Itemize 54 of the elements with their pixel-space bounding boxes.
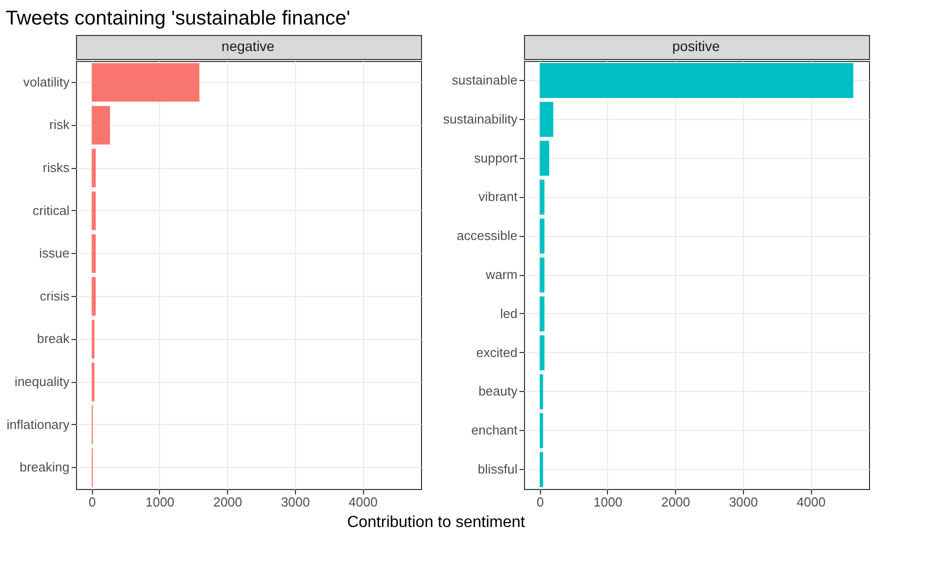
- bar: [540, 413, 544, 448]
- bar: [92, 277, 96, 316]
- y-tick-label: risks: [42, 160, 70, 175]
- bar: [92, 234, 96, 273]
- bar: [540, 218, 544, 254]
- chart-title: Tweets containing 'sustainable finance': [6, 8, 350, 30]
- y-tick-label: break: [36, 331, 70, 346]
- y-tick-label: volatility: [23, 74, 70, 90]
- y-tick-label: support: [474, 150, 518, 166]
- y-tick-label: sustainability: [443, 111, 518, 126]
- bar: [540, 257, 544, 293]
- x-tick-label: 4000: [796, 494, 826, 510]
- y-tick-label: vibrant: [478, 189, 518, 204]
- bar: [540, 296, 544, 332]
- bar: [92, 63, 200, 102]
- y-tick-label: enchant: [471, 422, 518, 438]
- x-axis-title: Contribution to sentiment: [347, 514, 526, 531]
- y-tick-label: accessible: [456, 228, 518, 244]
- y-tick-label: inflationary: [6, 416, 70, 432]
- bar: [92, 148, 96, 188]
- x-tick-label: 0: [536, 494, 544, 510]
- y-tick-label: excited: [476, 344, 518, 360]
- x-tick-label: 3000: [728, 494, 758, 510]
- bar: [540, 374, 544, 410]
- y-tick-label: blissful: [478, 462, 518, 477]
- x-tick-label: 0: [88, 494, 96, 510]
- x-tick-label: 3000: [280, 494, 310, 510]
- y-tick-label: issue: [39, 246, 70, 261]
- bar: [540, 452, 544, 488]
- bar: [92, 106, 110, 144]
- x-tick-label: 1000: [145, 494, 174, 510]
- y-tick-label: warm: [484, 267, 518, 282]
- bar: [92, 362, 94, 402]
- y-tick-label: breaking: [20, 460, 70, 475]
- bar: [92, 192, 96, 230]
- chart-subtitle: negative: [222, 38, 275, 54]
- bar: [92, 320, 94, 358]
- bar: [540, 62, 854, 98]
- x-tick-label: 2000: [213, 494, 242, 510]
- x-tick-label: 2000: [661, 494, 690, 510]
- y-tick-label: inequality: [14, 374, 70, 389]
- y-tick-label: sustainable: [452, 72, 518, 88]
- x-tick-label: 1000: [593, 494, 622, 510]
- y-tick-label: beauty: [478, 384, 518, 399]
- chart-subtitle: positive: [672, 38, 720, 54]
- y-tick-label: risk: [49, 117, 70, 132]
- y-tick-label: led: [500, 306, 518, 321]
- bar: [540, 140, 550, 176]
- x-tick-label: 4000: [348, 494, 378, 510]
- bar: [540, 102, 554, 137]
- bar: [540, 180, 544, 215]
- y-tick-label: crisis: [40, 288, 70, 304]
- y-tick-label: critical: [32, 202, 70, 218]
- bar: [540, 335, 544, 370]
